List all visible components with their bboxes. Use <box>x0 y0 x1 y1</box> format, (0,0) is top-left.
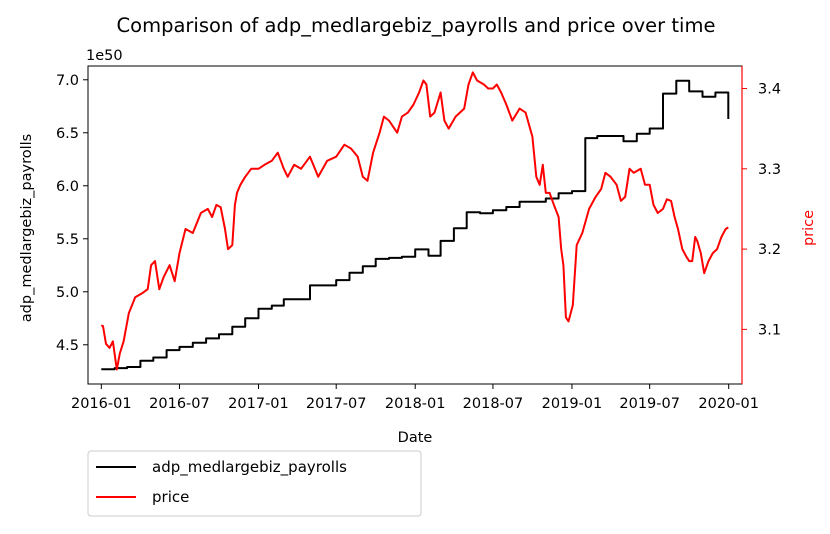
legend-label-price: price <box>152 488 189 506</box>
x-axis-label: Date <box>398 430 433 446</box>
chart-title: Comparison of adp_medlargebiz_payrolls a… <box>117 14 716 37</box>
y-axis-right: 3.1 3.2 3.3 3.4 <box>741 66 781 384</box>
plot-frame <box>87 65 743 385</box>
x-tick-label: 2018-07 <box>463 396 524 412</box>
series-layer <box>100 71 730 371</box>
x-tick-label: 2019-01 <box>542 396 603 412</box>
y-right-tick-label: 3.1 <box>758 322 781 338</box>
x-tick-label: 2017-01 <box>228 396 289 412</box>
y-right-tick-label: 3.2 <box>758 242 781 258</box>
x-axis: 2016-01 2016-07 2017-01 2017-07 2018-01 2018-… <box>71 384 759 412</box>
x-tick-label: 2016-01 <box>71 396 132 412</box>
y-right-tick-label: 3.3 <box>758 162 781 178</box>
left-axis-offset-label: 1e50 <box>86 48 123 64</box>
y-left-tick-label: 5.0 <box>56 285 79 301</box>
x-tick-label: 2020-01 <box>698 396 759 412</box>
y-left-tick-label: 5.5 <box>56 232 79 248</box>
legend-label-adp-medlargebiz-payrolls: adp_medlargebiz_payrolls <box>152 458 347 477</box>
y-left-tick-label: 6.5 <box>56 126 79 142</box>
x-tick-label: 2017-07 <box>306 396 367 412</box>
y-right-tick-label: 3.4 <box>758 81 781 97</box>
legend: adp_medlargebiz_payrolls price <box>87 450 422 517</box>
y-axis-left-label: adp_medlargebiz_payrolls <box>19 134 35 322</box>
plot-area <box>87 65 743 385</box>
series-line-price <box>100 71 729 371</box>
y-axis-right-label: price <box>801 210 817 246</box>
y-left-tick-label: 4.5 <box>56 338 79 354</box>
x-tick-label: 2016-07 <box>149 396 210 412</box>
x-tick-label: 2018-01 <box>385 396 446 412</box>
series-line-adp-medlargebiz-payrolls <box>101 79 730 371</box>
y-left-tick-label: 6.0 <box>56 179 79 195</box>
x-tick-label: 2019-07 <box>619 396 680 412</box>
y-left-tick-label: 7.0 <box>56 73 79 89</box>
y-axis-left: 4.5 5.0 5.5 6.0 6.5 7.0 <box>56 73 88 354</box>
legend-box <box>87 450 422 517</box>
